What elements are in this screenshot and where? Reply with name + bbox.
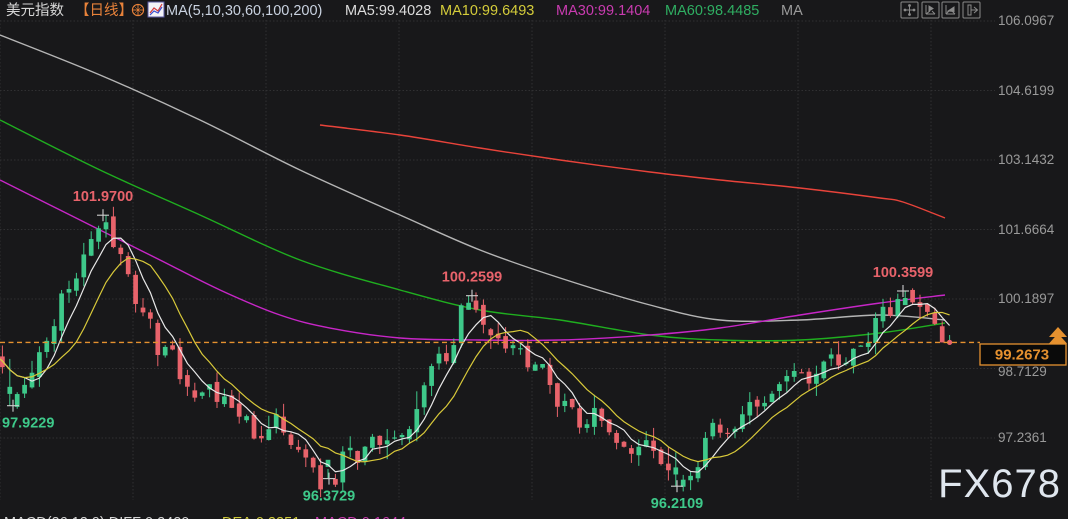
svg-text:103.1432: 103.1432 [998,152,1054,167]
svg-text:98.7129: 98.7129 [998,364,1047,379]
svg-text:MA10:99.6493: MA10:99.6493 [440,3,534,19]
svg-text:100.1897: 100.1897 [998,291,1054,306]
svg-text:101.6664: 101.6664 [998,222,1055,237]
svg-text:MA30:99.1404: MA30:99.1404 [556,3,650,19]
svg-text:MACD(26,12,9) DIFF:0.2420: MACD(26,12,9) DIFF:0.2420 [4,515,189,519]
svg-text:MA: MA [781,3,803,19]
svg-text:99.2673: 99.2673 [995,347,1049,364]
svg-text:100.3599: 100.3599 [873,265,933,281]
svg-text:DEA:0.2251: DEA:0.2251 [222,515,300,519]
svg-text:96.2109: 96.2109 [651,496,703,512]
svg-text:97.2361: 97.2361 [998,430,1047,445]
svg-text:100.2599: 100.2599 [442,270,502,286]
svg-text:MA5:99.4028: MA5:99.4028 [345,3,431,19]
svg-text:MA60:98.4485: MA60:98.4485 [665,3,759,19]
svg-text:96.3729: 96.3729 [303,489,355,505]
svg-text:美元指数: 美元指数 [6,2,64,19]
svg-text:101.9700: 101.9700 [73,189,133,205]
svg-text:MA(5,10,30,60,100,200): MA(5,10,30,60,100,200) [166,3,322,19]
svg-text:FX678: FX678 [938,462,1061,506]
svg-text:MACD:0.1644: MACD:0.1644 [315,515,406,519]
svg-text:97.9229: 97.9229 [2,416,54,432]
svg-text:104.6199: 104.6199 [998,83,1054,98]
svg-text:106.0967: 106.0967 [998,13,1054,28]
svg-text:【日线】: 【日线】 [75,2,133,19]
